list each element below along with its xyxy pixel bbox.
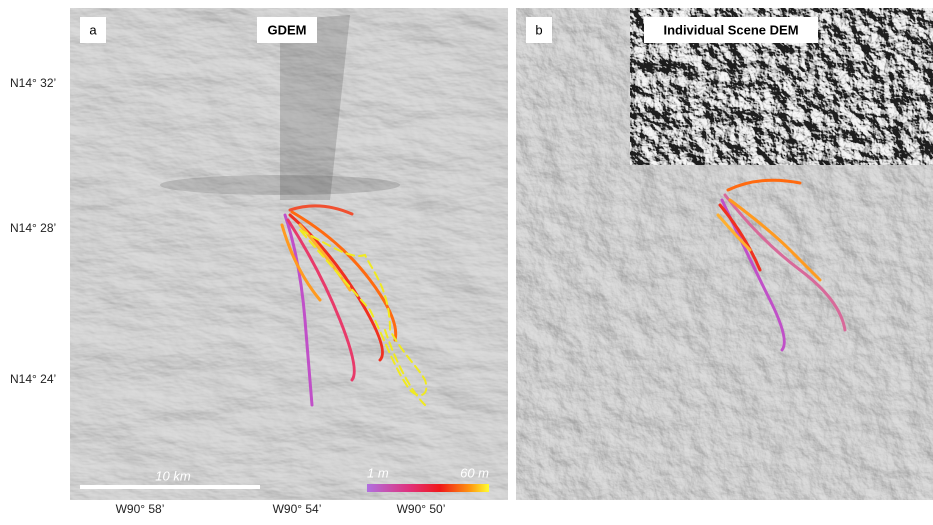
colorbar-min: 1 m — [367, 465, 389, 480]
longitude-label: W90° 58’ — [116, 502, 165, 516]
panel-b-map — [516, 8, 933, 500]
colorbar-max: 60 m — [460, 465, 489, 480]
longitude-label: W90° 54’ — [273, 502, 322, 516]
figure: a GDEM b Individual Scene DEM 10 km 1 m … — [0, 0, 933, 520]
latitude-label: N14° 24’ — [10, 372, 56, 386]
panel-a-map — [70, 8, 508, 500]
scale-label: 10 km — [155, 468, 191, 483]
colorbar — [367, 484, 489, 492]
latitude-label: N14° 32’ — [10, 76, 56, 90]
panel-title: GDEM — [268, 22, 307, 37]
latitude-label: N14° 28’ — [10, 221, 56, 235]
panel-label: b — [535, 22, 542, 37]
panel-title: Individual Scene DEM — [663, 22, 798, 37]
longitude-label: W90° 50’ — [397, 502, 446, 516]
panel-label: a — [89, 22, 97, 37]
